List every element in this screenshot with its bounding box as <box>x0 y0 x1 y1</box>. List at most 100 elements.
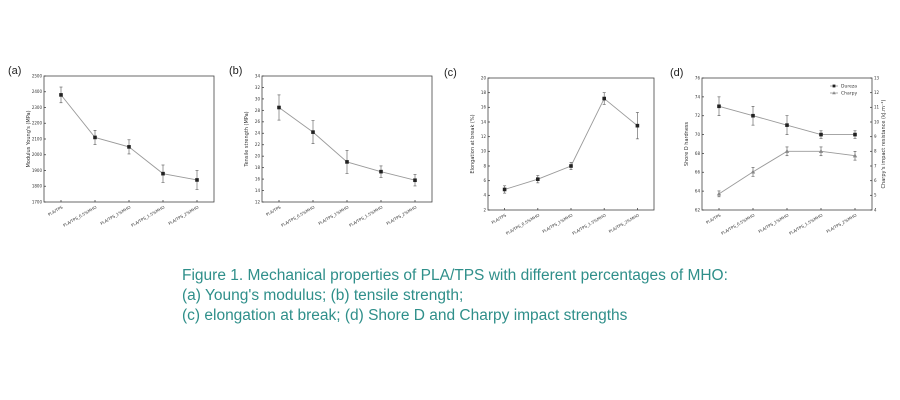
figure-caption: Figure 1. Mechanical properties of PLA/T… <box>182 266 728 326</box>
x-tick-label: PLA/TPS_2%MHO <box>608 213 640 234</box>
y-tick-label: 74 <box>695 94 701 99</box>
data-point <box>93 135 97 140</box>
data-point <box>277 105 281 110</box>
x-tick-label: PLA/TPS_1%MHO <box>757 213 789 234</box>
chart-panel-a: (a) 1700 1800 1900 2000 2100 2200 2300 2400 2500 M… <box>8 65 215 228</box>
legend-marker <box>832 91 836 95</box>
panel-label: (a) <box>8 65 21 77</box>
series-line <box>718 150 856 195</box>
y2-tick-label: 9 <box>874 134 877 139</box>
y-tick-label: 14 <box>255 188 261 193</box>
y-tick-label: 24 <box>255 131 261 136</box>
y-tick-label: 26 <box>255 119 261 124</box>
x-tick-label: PLA/TPS_2%MHO <box>385 205 417 226</box>
x-tick-label: PLA/TPS <box>265 204 282 217</box>
y-tick-label: 2400 <box>32 89 43 94</box>
y-tick-label: 34 <box>255 73 261 78</box>
data-point <box>569 164 573 168</box>
y-tick-label: 2300 <box>32 105 43 110</box>
y2-axis-label: Charpy's impact resistance (kJ.m⁻²) <box>881 100 887 189</box>
data-point <box>127 145 131 149</box>
data-point <box>311 130 315 134</box>
chart-panel-c: (c) 2 4 6 8 10 12 14 16 18 20 Elongation at break (… <box>444 67 655 236</box>
y2-tick-label: 4 <box>874 207 877 212</box>
x-tick-label: PLA/TPS_0.5%MHO <box>720 213 755 236</box>
data-point <box>635 123 640 128</box>
y-tick-label: 64 <box>695 189 701 194</box>
y-tick-label: 22 <box>255 142 261 147</box>
y-tick-label: 20 <box>481 75 487 80</box>
x-tick-label: PLA/TPS_1.5%MHO <box>348 205 383 228</box>
y-tick-label: 32 <box>255 85 261 90</box>
y2-tick-label: 10 <box>874 119 880 124</box>
y-tick-label: 66 <box>695 170 701 175</box>
data-point <box>750 169 756 174</box>
data-point <box>345 160 349 164</box>
y-tick-label: 70 <box>695 132 701 137</box>
plot-frame <box>261 75 433 203</box>
y-tick-label: 2 <box>483 207 486 212</box>
caption-line-3: (c) elongation at break; (d) Shore D and… <box>182 307 628 324</box>
y-tick-label: 2000 <box>32 152 43 157</box>
x-tick-label: PLA/TPS_0.5%MHO <box>505 213 540 236</box>
y-tick-label: 2100 <box>32 136 43 141</box>
y-tick-label: 72 <box>695 113 701 118</box>
data-point <box>502 187 507 192</box>
data-point <box>717 104 721 109</box>
data-point <box>413 178 417 183</box>
y-tick-label: 16 <box>255 176 261 181</box>
y-axis-label: Shore D hardness <box>684 121 690 166</box>
x-tick-label: PLA/TPS <box>705 212 722 225</box>
y-tick-label: 14 <box>481 119 487 124</box>
y2-tick-label: 8 <box>874 149 877 154</box>
y-tick-label: 18 <box>481 90 487 95</box>
x-tick-label: PLA/TPS_2%MHO <box>825 213 857 234</box>
x-tick-label: PLA/TPS_1.5%MHO <box>571 213 606 236</box>
y-tick-label: 1900 <box>32 168 43 173</box>
x-tick-label: PLA/TPS <box>491 212 508 225</box>
y-tick-label: 6 <box>483 178 486 183</box>
x-tick-label: PLA/TPS_2%MHO <box>167 205 199 226</box>
x-tick-label: PLA/TPS <box>47 204 64 217</box>
y2-tick-label: 13 <box>874 75 880 80</box>
y-tick-label: 8 <box>483 163 486 168</box>
y2-tick-label: 7 <box>874 163 877 168</box>
y2-tick-label: 5 <box>874 193 877 198</box>
legend-label: Charpy <box>841 91 857 97</box>
chart-panel-d: (d) 62 64 66 68 70 72 74 76 Shore D hardness 4 5 6 7 8… <box>670 67 887 236</box>
data-point <box>716 191 722 196</box>
data-point <box>195 178 199 182</box>
y-tick-label: 4 <box>483 193 486 198</box>
y-tick-label: 1700 <box>32 199 43 204</box>
x-tick-label: PLA/TPS_1%MHO <box>317 205 349 226</box>
x-tick-label: PLA/TPS_1%MHO <box>541 213 573 234</box>
y-tick-label: 12 <box>481 134 487 139</box>
y-tick-label: 12 <box>255 199 261 204</box>
y-tick-label: 62 <box>695 207 701 212</box>
y-tick-label: 2200 <box>32 121 43 126</box>
x-tick-label: PLA/TPS_1%MHO <box>99 205 131 226</box>
y-tick-label: 1800 <box>32 184 43 189</box>
caption-line-2: (a) Young's modulus; (b) tensile strengt… <box>182 287 464 304</box>
x-tick-label: PLA/TPS_0.5%MHO <box>280 205 315 228</box>
series-line <box>60 94 198 181</box>
y-axis-label: Tensile strength (MPa) <box>244 111 250 167</box>
data-point <box>819 132 823 137</box>
plot-frame <box>701 77 873 211</box>
legend-marker <box>832 84 836 88</box>
data-point <box>161 171 165 176</box>
plot-frame <box>487 77 655 211</box>
y2-tick-label: 11 <box>874 105 880 110</box>
series-line <box>504 97 638 190</box>
panel-label: (d) <box>670 67 683 79</box>
y-tick-label: 18 <box>255 165 261 170</box>
data-point <box>853 132 857 137</box>
y-tick-label: 68 <box>695 151 701 156</box>
data-point <box>818 149 824 153</box>
data-point <box>602 96 606 101</box>
data-point <box>59 93 63 97</box>
data-point <box>852 153 858 158</box>
data-point <box>379 169 383 174</box>
y-tick-label: 16 <box>481 105 487 110</box>
